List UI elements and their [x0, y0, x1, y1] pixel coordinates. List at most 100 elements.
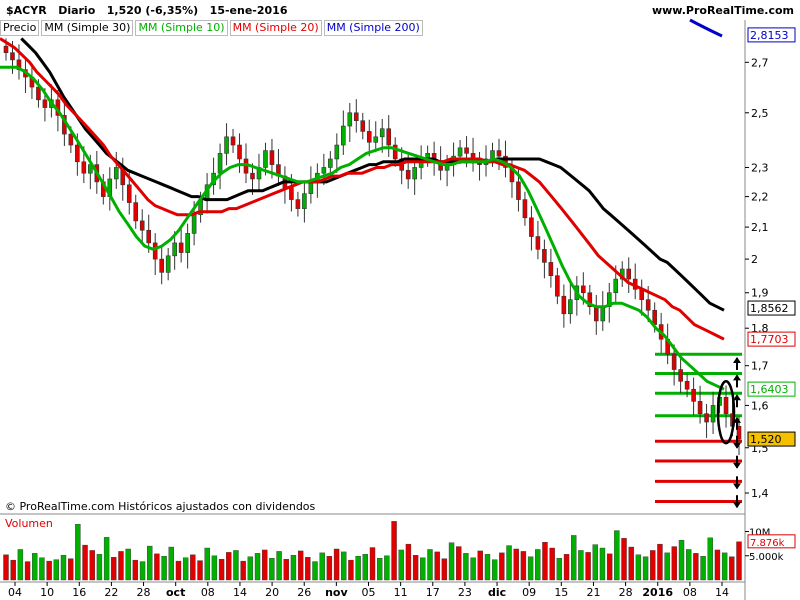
candle-body — [16, 59, 22, 70]
candle-body — [444, 164, 450, 171]
volume-bar — [678, 540, 685, 581]
x-tick-label: 14 — [233, 586, 247, 599]
volume-bar — [319, 552, 325, 581]
candle-body — [710, 405, 716, 423]
volume-bar — [211, 555, 218, 581]
up-arrow-head — [733, 374, 741, 381]
volume-value-tag — [747, 534, 796, 549]
volume-bar — [650, 550, 656, 581]
x-tick-label: 20 — [265, 586, 279, 599]
volume-bar — [269, 557, 275, 581]
candle-body — [405, 170, 411, 180]
volume-bar — [182, 557, 189, 581]
volume-bar — [470, 557, 476, 581]
volume-bar — [254, 553, 261, 581]
volume-bar — [685, 549, 692, 581]
legend-sma30[interactable]: MM (Simple 30) — [41, 20, 134, 36]
legend-sma10[interactable]: MM (Simple 10) — [135, 20, 228, 36]
x-tick-label: 08 — [201, 586, 215, 599]
volume-bar — [606, 553, 613, 581]
candle-body — [717, 396, 722, 406]
candle-body — [243, 158, 249, 174]
candle-body — [561, 295, 567, 315]
volume-bar — [89, 550, 95, 581]
volume-bar — [204, 547, 210, 581]
volume-y-tick-label: 10M — [749, 528, 770, 539]
volume-bar — [290, 555, 297, 581]
candle-body — [496, 150, 502, 157]
candle-body — [483, 158, 489, 165]
candle-body — [198, 199, 203, 216]
candle-body — [613, 278, 619, 294]
value-tag — [747, 431, 796, 447]
y-tick-label: 1,8 — [751, 322, 769, 335]
volume-bar — [484, 554, 491, 581]
volume-bar — [103, 537, 110, 581]
candle-body — [470, 153, 476, 163]
volume-bar — [312, 561, 318, 581]
candle-body — [457, 147, 463, 157]
volume-bar — [233, 550, 239, 581]
value-tag-label: 1,7703 — [750, 333, 789, 346]
candle-body — [399, 158, 404, 171]
chart-header: $ACYR Diario 1,520 (-6,35%) 15-ene-2016 … — [0, 0, 800, 20]
candle-body — [133, 202, 139, 222]
moving-average-line — [20, 37, 725, 312]
x-tick-label: 16 — [72, 586, 86, 599]
candle-body — [587, 292, 593, 307]
candle-body — [295, 199, 301, 209]
candle-body — [373, 136, 379, 143]
legend-sma20[interactable]: MM (Simple 20) — [229, 20, 322, 36]
candle-body — [3, 45, 9, 53]
volume-bar — [657, 543, 663, 581]
candle-body — [600, 306, 606, 322]
candle-body — [691, 388, 696, 402]
volume-bar — [348, 559, 354, 581]
candle-body — [542, 249, 547, 263]
candle-body — [62, 115, 67, 135]
volume-bar — [376, 557, 383, 581]
x-tick-label: 15 — [554, 586, 568, 599]
candle-body — [263, 150, 268, 168]
volume-bar — [24, 561, 31, 581]
candle-body — [412, 167, 417, 180]
candle-body — [490, 150, 495, 160]
volume-bar — [262, 549, 268, 581]
candle-body — [418, 158, 424, 168]
volume-bar — [614, 530, 620, 581]
symbol-label: $ACYR — [6, 4, 47, 17]
instrument-title: $ACYR Diario 1,520 (-6,35%) 15-ene-2016 — [6, 4, 287, 17]
candle-body — [49, 99, 54, 108]
legend-price[interactable]: Precio — [0, 20, 40, 36]
legend-sma200[interactable]: MM (Simple 200) — [323, 20, 423, 36]
y-tick-label: 2,2 — [751, 191, 769, 204]
y-tick-label: 1,5 — [751, 442, 769, 455]
volume-bar — [714, 549, 721, 581]
volume-y-tick-label: 5.000k — [749, 552, 784, 563]
candle-body — [555, 275, 560, 297]
candle-body — [230, 136, 236, 146]
candle-body — [139, 220, 145, 231]
candle-body — [276, 164, 281, 177]
value-tag — [747, 381, 796, 397]
volume-bar — [168, 546, 174, 581]
candle-body — [425, 153, 430, 160]
candle-body — [632, 278, 638, 290]
value-tag-label: 2,8153 — [750, 29, 789, 42]
x-tick-label: 28 — [137, 586, 151, 599]
volume-bar — [240, 560, 246, 581]
volume-bar — [391, 521, 397, 581]
candle-body — [68, 133, 74, 146]
candle-body — [217, 153, 223, 174]
volume-bar — [599, 547, 606, 581]
volume-bar — [542, 542, 548, 581]
candle-body — [671, 353, 677, 370]
candle-body — [172, 242, 177, 257]
candle-body — [36, 86, 41, 101]
x-tick-label: 10 — [40, 586, 54, 599]
y-tick-label: 2,3 — [751, 161, 769, 174]
volume-bar — [563, 554, 570, 581]
down-arrow-head — [733, 483, 741, 490]
x-tick-label: nov — [325, 586, 348, 599]
